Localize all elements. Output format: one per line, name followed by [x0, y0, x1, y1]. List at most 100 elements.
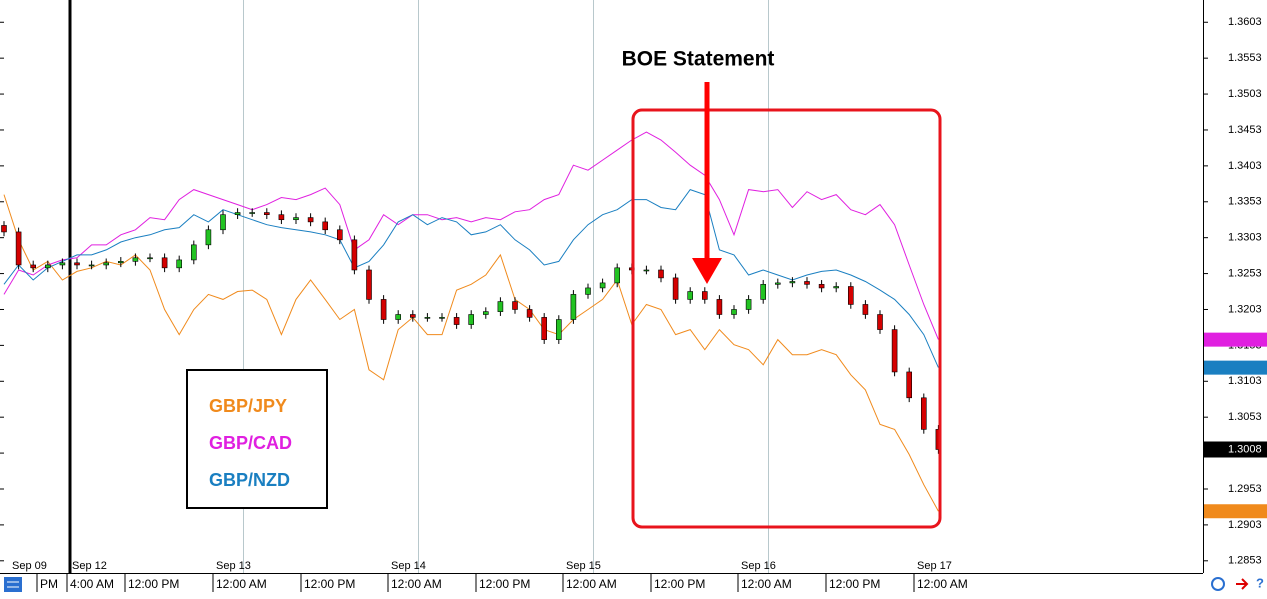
y-tick-label: 1.3553 [1228, 52, 1262, 64]
candle-body [176, 259, 182, 269]
annotation-arrowhead [692, 258, 722, 284]
y-tick-label: 1.3353 [1228, 196, 1262, 208]
candle-body [118, 261, 124, 264]
candle-body [468, 314, 475, 325]
y-tick-label: 1.3053 [1228, 411, 1262, 423]
candle-body [88, 264, 95, 267]
last-value-marker [1204, 504, 1267, 519]
candle-body [731, 309, 737, 315]
candle-body [716, 299, 723, 315]
candle-body [44, 264, 51, 269]
candle-body [351, 239, 358, 271]
candle-body [526, 309, 533, 318]
legend-label: GBP/NZD [209, 470, 290, 490]
candle-body [906, 371, 913, 399]
candle-body [818, 284, 825, 289]
candle-body [322, 221, 329, 231]
x-date-label: Sep 14 [391, 560, 426, 572]
candle-body [263, 212, 270, 215]
candle-body [614, 267, 621, 284]
candle-body [409, 314, 416, 318]
time-axis: Sep 09 Sep 12 Sep 13 Sep 14 Sep 15 Sep 16 Sep … [12, 560, 968, 592]
candle-body [482, 311, 489, 315]
candle-body [293, 217, 299, 221]
plot-area [0, 21, 942, 562]
candle-body [424, 317, 431, 319]
menu-icon[interactable] [4, 577, 22, 592]
legend-box [186, 369, 328, 509]
last-value-marker [1204, 332, 1267, 347]
candle-body [789, 281, 796, 284]
candle-body [380, 299, 387, 320]
x-time-label: 12:00 PM [304, 577, 355, 591]
y-tick-label: 1.3503 [1228, 88, 1262, 100]
price-axis-panel [1203, 0, 1267, 573]
y-tick-label: 1.3303 [1228, 232, 1262, 244]
candle-body [74, 262, 80, 266]
candle-body [278, 214, 285, 221]
candle-body [103, 262, 109, 266]
y-tick-label: 1.2903 [1228, 519, 1262, 531]
series-line [3, 189, 939, 368]
x-time-label: 12:00 AM [216, 577, 267, 591]
candle-body [497, 301, 504, 312]
candle-body [336, 229, 343, 241]
y-tick-label: 1.3603 [1228, 16, 1262, 28]
x-date-label: Sep 12 [72, 560, 107, 572]
series-line [3, 194, 939, 512]
candle-body [599, 282, 606, 289]
y-tick-label: 1.2853 [1228, 555, 1262, 567]
candle-body [672, 277, 679, 300]
candle-body [15, 231, 22, 266]
link-icon[interactable] [1211, 577, 1225, 591]
scroll-icon[interactable] [1236, 578, 1249, 590]
candle-body [774, 282, 781, 285]
x-time-label: 12:00 PM [479, 577, 530, 591]
x-date-label: Sep 16 [741, 560, 776, 572]
price-axis: 1.3603 1.3553 1.3503 1.3453 1.3403 1.3353 1.33… [1203, 16, 1267, 567]
y-tick-label: 1.3103 [1228, 375, 1262, 387]
time-axis-panel [0, 573, 1267, 599]
highlight-box [631, 108, 942, 529]
x-time-label: 12:00 PM [654, 577, 705, 591]
candle-body [833, 286, 840, 289]
candle-body [395, 314, 402, 320]
last-value-marker [1204, 360, 1267, 375]
x-time-label: 12:00 AM [917, 577, 968, 591]
x-date-label: Sep 13 [216, 560, 251, 572]
candle-body [234, 212, 241, 215]
candle-body [161, 257, 168, 269]
help-icon[interactable]: ? [1256, 575, 1264, 590]
current-price-box [1204, 441, 1267, 458]
candle-body [745, 299, 752, 310]
candle-body [847, 286, 854, 305]
candle-body [30, 264, 37, 269]
current-price-label: 1.3008 [1228, 443, 1262, 455]
candle-body [891, 329, 898, 373]
candle-body [191, 244, 197, 261]
y-tick-label: 1.2953 [1228, 483, 1262, 495]
x-time-label: 12:00 AM [391, 577, 442, 591]
x-date-label: Sep 15 [566, 560, 601, 572]
candle-body [512, 301, 518, 310]
x-date-label: Sep 17 [917, 560, 952, 572]
candle-body [307, 217, 314, 223]
candle-body [147, 257, 153, 260]
candle-body [760, 284, 767, 300]
x-time-label: 12:00 PM [829, 577, 880, 591]
candle-body [570, 294, 577, 320]
series-line [3, 131, 939, 340]
legend: GBP/JPY GBP/CAD GBP/NZD [186, 369, 328, 509]
x-time-label: 12:00 PM [128, 577, 179, 591]
candle-body [366, 269, 372, 300]
candle-body [132, 257, 139, 262]
y-tick-label: 1.3403 [1228, 160, 1262, 172]
candle-body [541, 317, 548, 340]
candle-body [220, 214, 226, 231]
candle-body [585, 287, 591, 295]
y-tick-label: 1.3453 [1228, 124, 1262, 136]
x-date-label: Sep 09 [12, 560, 47, 572]
candle-body [920, 397, 927, 430]
